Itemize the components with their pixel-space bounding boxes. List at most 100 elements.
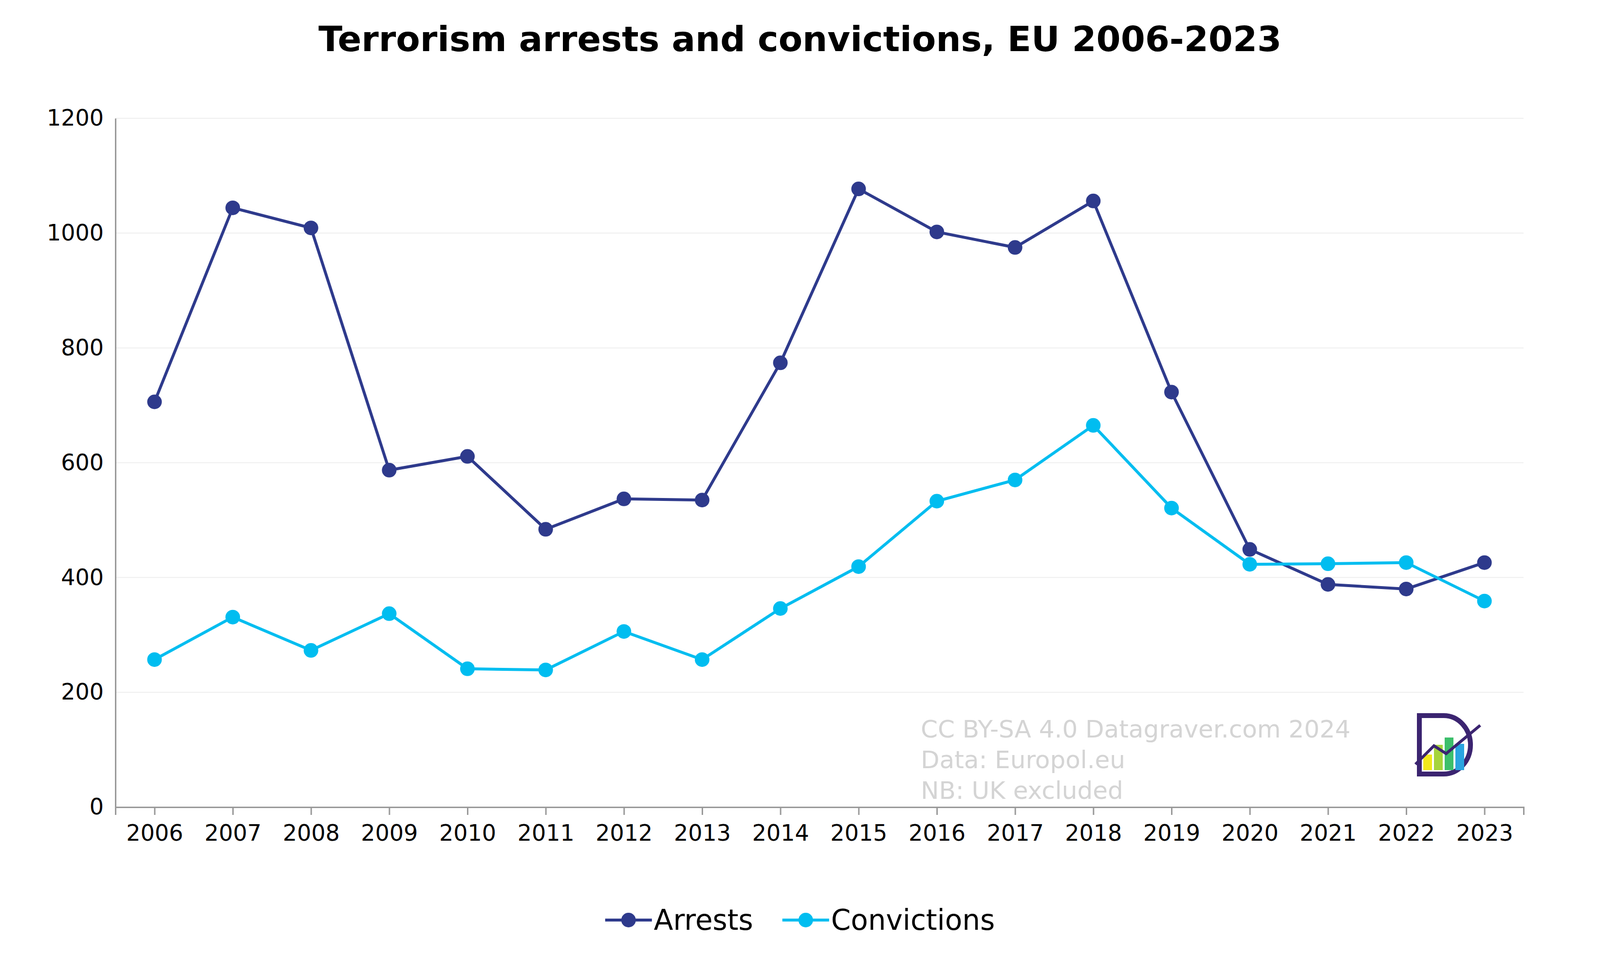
y-tick: 1200 (46, 104, 116, 131)
x-tick: 2016 (908, 807, 966, 847)
series-point (929, 224, 945, 240)
series-point (1007, 472, 1023, 488)
series-point (538, 521, 554, 537)
x-tick: 2014 (752, 807, 810, 847)
logo-bar (1455, 744, 1465, 771)
x-tick-label: 2020 (1221, 819, 1279, 847)
series-point (460, 661, 475, 677)
series-point (147, 394, 162, 410)
series-point (1477, 555, 1492, 571)
x-tick: 2023 (1456, 807, 1514, 847)
x-tick-label: 2010 (439, 819, 497, 847)
annotation: CC BY-SA 4.0 Datagraver.com 2024 (920, 715, 1351, 744)
series-point (1164, 501, 1179, 516)
x-tick: 2007 (204, 807, 262, 847)
y-tick-label: 400 (60, 564, 104, 591)
series-point (929, 494, 945, 509)
series-point (616, 624, 632, 639)
x-tick: 2022 (1377, 807, 1435, 847)
grid-line (115, 691, 1524, 693)
series-point (773, 355, 788, 371)
x-tick-label: 2019 (1143, 819, 1201, 847)
series-point (616, 491, 632, 507)
series-point (694, 652, 710, 668)
legend-label: Convictions (831, 903, 995, 937)
y-tick-label: 1000 (46, 219, 104, 246)
y-tick-label: 200 (60, 678, 104, 706)
series-marks (147, 181, 1492, 678)
x-tick-mark (1092, 807, 1095, 816)
series-line (154, 188, 1485, 590)
x-tick: 2015 (830, 807, 888, 847)
annotation: NB: UK excluded (920, 776, 1124, 805)
x-tick-mark (623, 807, 625, 816)
series-point (1477, 594, 1492, 609)
series-point (1398, 555, 1414, 571)
grid-line (115, 232, 1524, 234)
x-tick-mark (780, 807, 782, 816)
legend: Arrests Convictions (605, 903, 995, 937)
series-point (694, 492, 710, 508)
series-point (1320, 576, 1336, 592)
x-tick-mark (857, 807, 860, 816)
y-tick: 600 (60, 449, 116, 476)
y-tick: 200 (60, 678, 116, 706)
x-tick: 2017 (986, 807, 1044, 847)
y-tick: 800 (60, 334, 116, 361)
logo (1415, 715, 1481, 775)
y-tick-label: 600 (60, 449, 104, 476)
series-point (303, 220, 319, 236)
series-point (1164, 384, 1179, 400)
series-point (1320, 556, 1336, 572)
series-point (381, 463, 397, 478)
series-point (851, 559, 866, 575)
series-point (1085, 418, 1101, 433)
legend-label: Arrests (653, 903, 754, 937)
x-tick-mark (310, 807, 313, 816)
x-tick-mark (1484, 807, 1486, 816)
logo-line (1415, 725, 1481, 765)
series-point (147, 652, 162, 668)
x-tick-label: 2022 (1377, 819, 1435, 847)
x-tick: 2008 (282, 807, 340, 847)
x-tick-label: 2009 (360, 819, 418, 847)
x-tick: 2012 (595, 807, 653, 847)
x-tick-mark (232, 807, 234, 816)
plot: 0200400600800100012002006200720082009201… (46, 104, 1525, 846)
x-tick-label: 2021 (1299, 819, 1357, 847)
y-tick-label: 1200 (46, 104, 104, 131)
x-tick-mark (153, 807, 156, 816)
x-axis: 2006200720082009201020112012201320142015… (115, 807, 1525, 847)
legend-item: Convictions (782, 903, 995, 937)
series-point (225, 610, 241, 625)
y-tick-label: 0 (89, 793, 104, 820)
x-tick-mark (936, 807, 938, 816)
series-line (154, 425, 1485, 670)
x-tick: 2019 (1143, 807, 1201, 847)
x-tick-label: 2008 (282, 819, 340, 847)
x-tick: 2021 (1299, 807, 1357, 847)
x-tick-mark (1249, 807, 1251, 816)
series-point (773, 601, 788, 616)
series-point (1242, 557, 1258, 572)
series-point (1085, 193, 1101, 209)
series-point (1007, 240, 1023, 255)
x-tick-label: 2012 (595, 819, 653, 847)
x-tick-mark (1014, 807, 1017, 816)
series-point (460, 449, 475, 465)
x-tick-mark (1327, 807, 1329, 816)
series-point (1398, 581, 1414, 597)
annotations: CC BY-SA 4.0 Datagraver.com 2024Data: Eu… (920, 715, 1351, 805)
logo-shape (1419, 715, 1471, 775)
chart: Terrorism arrests and convictions, EU 20… (0, 0, 1600, 959)
grid-line (115, 347, 1524, 349)
series-point (225, 200, 241, 216)
x-tick: 2013 (673, 807, 731, 847)
x-tick: 2009 (360, 807, 418, 847)
x-tick-mark (545, 807, 547, 816)
x-tick: 2011 (517, 807, 575, 847)
y-tick-label: 800 (60, 334, 104, 361)
x-tick-label: 2013 (673, 819, 731, 847)
y-tick: 0 (89, 793, 116, 820)
x-tick-label: 2016 (908, 819, 966, 847)
